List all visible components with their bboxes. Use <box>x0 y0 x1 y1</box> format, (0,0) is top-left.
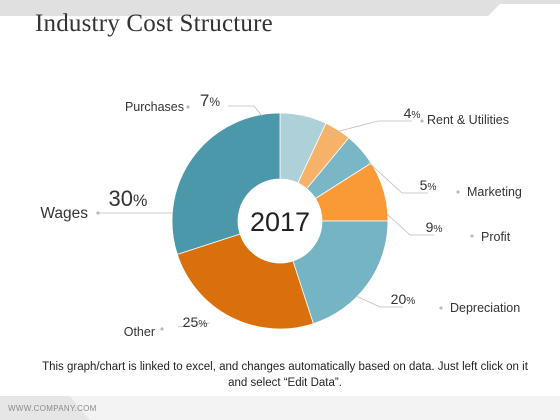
leader-line-profit <box>386 213 434 236</box>
leader-line-other <box>177 322 211 328</box>
footer-url: WWW.COMPANY.COM <box>8 404 97 413</box>
category-label-other: Other <box>124 325 155 339</box>
category-label-wages: Wages <box>40 205 88 222</box>
label-dot-wages <box>96 211 100 215</box>
category-label-marketing: Marketing <box>467 185 522 199</box>
value-label-marketing: 5% <box>420 177 437 193</box>
category-label-rent-and-utilities: Rent & Utilities <box>427 113 509 127</box>
slice-other[interactable] <box>176 233 314 330</box>
top-decor-bar <box>0 0 560 16</box>
label-dot-rent-and-utilities <box>420 119 424 123</box>
label-dot-other <box>160 327 164 331</box>
label-dot-profit <box>470 234 474 238</box>
value-label-wages: 30% <box>109 186 148 211</box>
label-dot-depreciation <box>439 306 443 310</box>
leader-line-marketing <box>367 161 428 194</box>
value-label-profit: 9% <box>426 219 443 235</box>
label-dot-purchases <box>186 105 190 109</box>
category-label-profit: Profit <box>481 230 511 244</box>
leader-line-purchases <box>228 105 263 117</box>
leader-line-rent-and-utilities <box>327 120 412 135</box>
value-label-other: 25% <box>183 314 208 330</box>
category-label-purchases: Purchases <box>125 100 184 114</box>
value-label-purchases: 7% <box>200 91 220 110</box>
slide-title: Industry Cost Structure <box>35 10 273 37</box>
value-label-depreciation: 20% <box>391 291 416 307</box>
label-dot-marketing <box>456 190 460 194</box>
leader-line-depreciation <box>355 295 403 308</box>
chart-caption: This graph/chart is linked to excel, and… <box>42 361 528 389</box>
category-label-depreciation: Depreciation <box>450 301 520 315</box>
slice-wages[interactable] <box>171 112 281 255</box>
value-label-rent-and-utilities: 4% <box>404 105 421 121</box>
footer-band <box>0 396 560 420</box>
donut-center-label: 2017 <box>250 207 310 237</box>
slice-depreciation[interactable] <box>292 220 389 325</box>
